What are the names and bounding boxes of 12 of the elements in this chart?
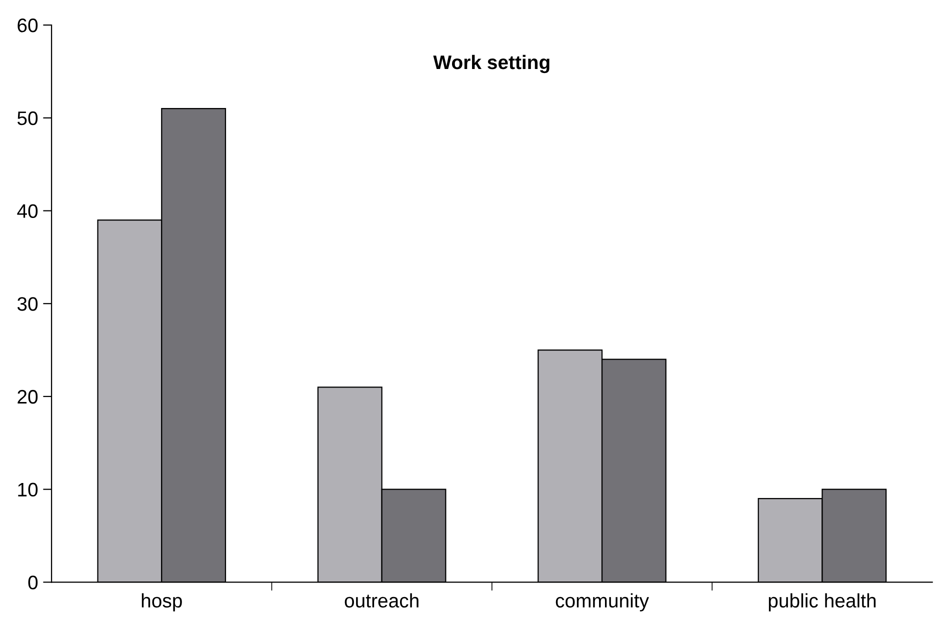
x-tick-label: public health (768, 593, 876, 612)
y-tick-label: 20 (18, 390, 38, 404)
y-tick-label: 0 (28, 576, 38, 590)
x-tick-label: outreach (344, 593, 418, 608)
y-tick-label: 10 (18, 482, 38, 497)
y-tick-label: 50 (17, 111, 38, 126)
y-tick-label: 40 (17, 204, 38, 218)
y-tick-label: 60 (18, 18, 38, 32)
y-tick-label: 30 (17, 297, 38, 311)
x-tick-label: hosp (142, 593, 182, 612)
text: Work setting (433, 54, 550, 74)
x-tick-label: community (556, 593, 649, 612)
